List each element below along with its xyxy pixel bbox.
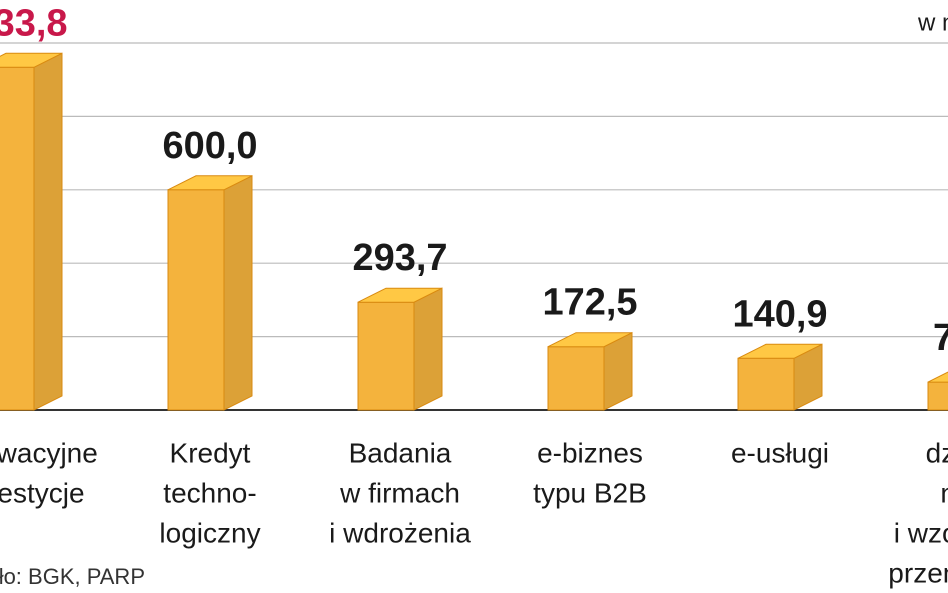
- bar-side: [413, 287, 443, 411]
- bar: [167, 174, 253, 411]
- x-tick-label: logiczny: [159, 517, 260, 548]
- bar: [0, 52, 63, 411]
- bar-front: [357, 301, 415, 411]
- value-label: 76,0: [933, 317, 948, 359]
- value-label: 600,0: [162, 125, 257, 167]
- value-label: 293,7: [352, 237, 447, 279]
- x-tick-label: przemysłowe: [888, 557, 948, 588]
- x-tick-label: ność: [940, 477, 948, 508]
- bar-top: [737, 343, 823, 359]
- x-tick-label: Badania: [349, 437, 452, 468]
- bar-top: [357, 287, 443, 303]
- x-tick-label: inwestycje: [0, 477, 85, 508]
- bar: [737, 343, 823, 411]
- bar-top: [927, 371, 948, 383]
- bar-front: [167, 189, 225, 411]
- value-label: 933,8: [0, 2, 68, 44]
- value-label: 172,5: [542, 282, 637, 324]
- x-tick-label: w firmach: [339, 477, 460, 508]
- unit-note: w mln zł: [917, 9, 948, 36]
- x-tick-label: Kredyt: [170, 437, 251, 468]
- bar-top: [167, 175, 253, 191]
- x-tick-label: e-usługi: [731, 437, 829, 468]
- x-tick-label: działal-: [926, 437, 948, 468]
- x-tick-label: i wzornictwo: [894, 517, 948, 548]
- x-tick-label: typu B2B: [533, 477, 647, 508]
- source: Źródło: BGK, PARP: [0, 564, 145, 589]
- x-tick-label: i wdrożenia: [329, 517, 471, 548]
- value-label: 140,9: [732, 293, 827, 335]
- bar: [547, 331, 633, 411]
- x-tick-label: e-biznes: [537, 437, 643, 468]
- bar-side: [33, 52, 63, 411]
- bar-front: [927, 381, 948, 411]
- bar: [927, 371, 948, 411]
- bar-front: [0, 66, 35, 411]
- bar-top: [547, 332, 633, 348]
- bar-side: [223, 174, 253, 411]
- bar-top: [0, 52, 63, 68]
- x-tick-label: Innowacyjne: [0, 437, 98, 468]
- x-tick-label: techno-: [163, 477, 256, 508]
- bar-front: [737, 357, 795, 411]
- bar: [357, 287, 443, 411]
- bar-front: [547, 346, 605, 411]
